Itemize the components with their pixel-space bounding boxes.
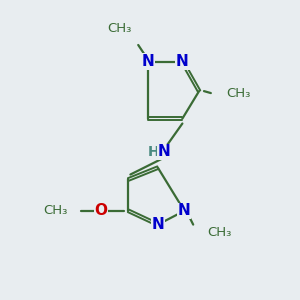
Text: H: H xyxy=(148,145,160,159)
Text: N: N xyxy=(158,145,170,160)
Text: N: N xyxy=(152,217,164,232)
Text: N: N xyxy=(142,54,154,69)
Text: CH₃: CH₃ xyxy=(107,22,131,35)
Text: N: N xyxy=(176,54,189,69)
Text: CH₃: CH₃ xyxy=(226,87,251,100)
Text: CH₃: CH₃ xyxy=(43,204,68,218)
Text: N: N xyxy=(178,203,191,218)
Text: CH₃: CH₃ xyxy=(207,226,231,239)
Text: O: O xyxy=(94,203,107,218)
